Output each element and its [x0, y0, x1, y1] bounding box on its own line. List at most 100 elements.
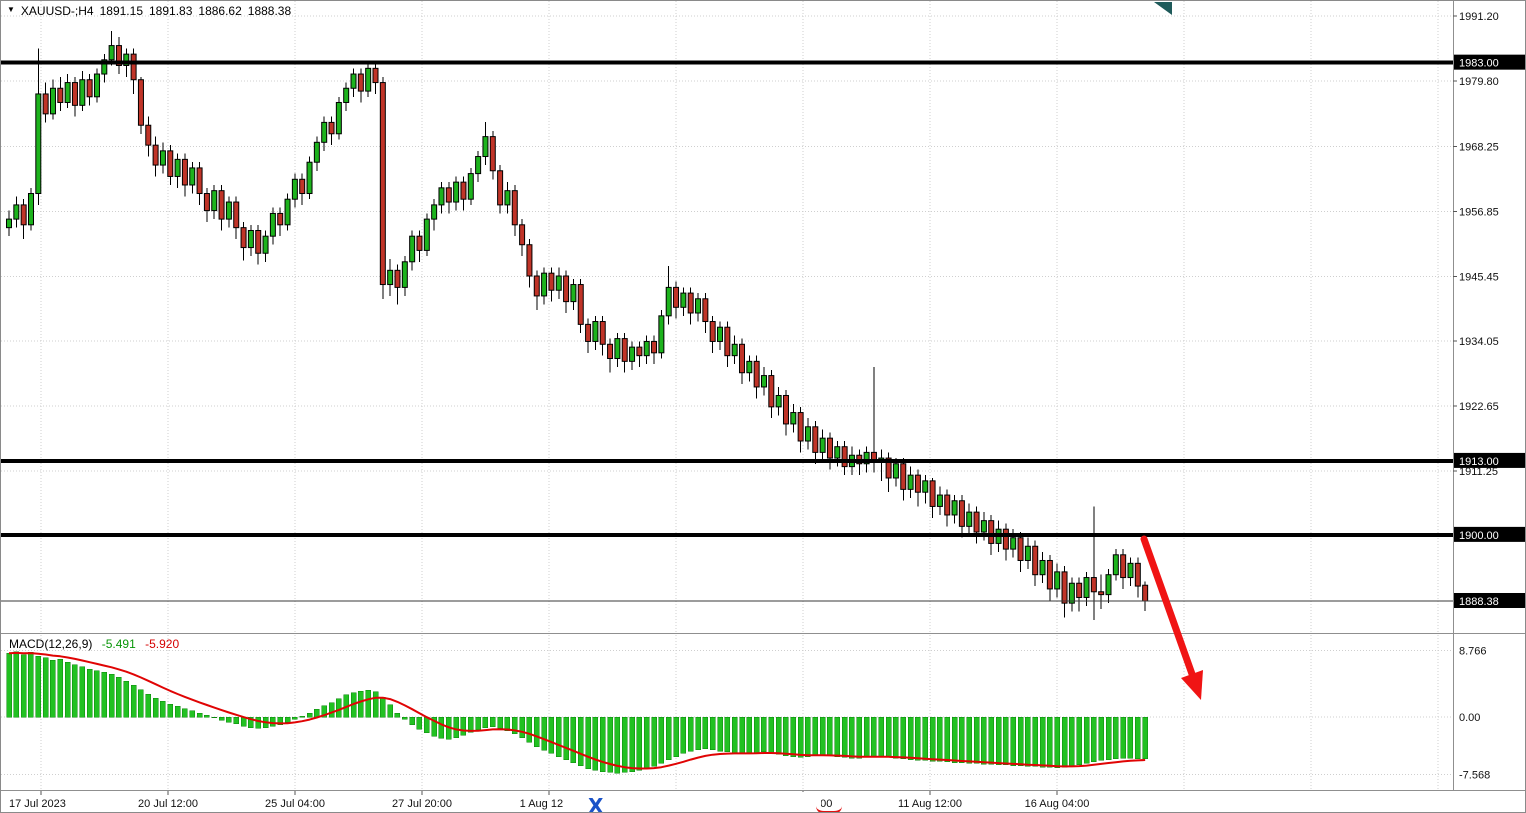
- candle-body: [1017, 537, 1024, 561]
- macd-histogram-bar: [585, 716, 591, 769]
- macd-histogram-bar: [563, 716, 569, 760]
- candle-body: [526, 244, 533, 277]
- price-axis-region[interactable]: [1454, 1, 1526, 790]
- macd-histogram-bar: [995, 716, 1002, 766]
- candle-body: [284, 198, 291, 226]
- price-axis-label: 1979.80: [1459, 76, 1499, 88]
- candle-body: [1061, 571, 1068, 604]
- candle-body: [79, 79, 86, 106]
- macd-histogram-bar: [431, 716, 437, 737]
- macd-histogram-bar: [1025, 716, 1031, 767]
- price-level-box: [1454, 54, 1525, 70]
- macd-histogram-bar: [174, 706, 181, 718]
- macd-panel-region[interactable]: [1, 635, 1453, 790]
- macd-histogram-bar: [1047, 716, 1053, 768]
- candle-body: [453, 181, 460, 203]
- candle-body: [988, 520, 995, 544]
- candle-body: [731, 343, 738, 357]
- candle-body: [57, 87, 64, 103]
- macd-histogram-bar: [1032, 716, 1038, 767]
- candle-body: [475, 156, 482, 175]
- price-axis-label: 1922.65: [1459, 401, 1499, 413]
- candle-body: [841, 446, 848, 468]
- price-axis-label: 1991.20: [1459, 11, 1499, 23]
- candle-body: [746, 360, 753, 374]
- macd-histogram-bar: [123, 681, 130, 718]
- macd-histogram-bar: [621, 716, 628, 773]
- candle-body: [1090, 577, 1097, 593]
- candle-body: [269, 212, 276, 237]
- candle-body: [775, 394, 782, 408]
- candle-body: [445, 187, 452, 203]
- macd-histogram-bar: [1091, 716, 1097, 763]
- macd-histogram-bar: [959, 716, 965, 763]
- macd-histogram-bar: [416, 716, 423, 730]
- candle-body: [585, 323, 592, 342]
- candle-body: [49, 87, 56, 115]
- macd-histogram-bar: [1142, 716, 1148, 759]
- trend-arrow-line[interactable]: [1140, 535, 1196, 678]
- macd-histogram-bar: [13, 651, 20, 718]
- macd-histogram-bar: [138, 689, 144, 718]
- candle-body: [673, 286, 680, 308]
- price-axis-label: 1911.25: [1459, 466, 1498, 478]
- candle-body: [1142, 584, 1149, 602]
- candle-body: [409, 235, 416, 263]
- macd-histogram-bar: [79, 666, 86, 718]
- candle-body: [321, 121, 328, 143]
- candle-body: [145, 124, 152, 146]
- main-chart-region[interactable]: [1, 1, 1453, 633]
- macd-histogram-bar: [526, 716, 533, 743]
- ohlc-low: 1886.62: [198, 4, 242, 18]
- candle-body: [350, 73, 357, 89]
- candle-body: [387, 269, 394, 286]
- macd-histogram-bar: [885, 716, 892, 758]
- candle-body: [1039, 559, 1046, 576]
- candle-body: [357, 73, 364, 92]
- candle-body: [709, 321, 716, 342]
- candle-body: [944, 494, 951, 516]
- watermark-x-letter: X: [588, 794, 604, 813]
- candle-body: [225, 201, 232, 220]
- candle-body: [489, 136, 496, 172]
- macd-histogram-bar: [475, 716, 481, 731]
- candle-body: [255, 229, 262, 254]
- macd-histogram-bar: [570, 716, 577, 763]
- macd-histogram-bar: [424, 716, 430, 734]
- candle-body: [665, 286, 672, 317]
- time-axis-label: 20 Jul 12:00: [138, 798, 198, 810]
- macd-histogram-bar: [490, 716, 496, 728]
- candle-body: [181, 158, 188, 186]
- candle-body: [936, 494, 943, 507]
- macd-histogram-bar: [761, 716, 767, 753]
- candle-body: [577, 284, 584, 325]
- macd-histogram-bar: [724, 716, 731, 753]
- macd-histogram-bar: [372, 691, 379, 718]
- trend-arrow-head[interactable]: [1181, 670, 1203, 700]
- price-axis-label: 1934.05: [1459, 336, 1499, 348]
- candle-body: [1068, 582, 1075, 604]
- candle-body: [563, 275, 570, 303]
- macd-histogram-bar: [577, 716, 584, 766]
- macd-histogram-bar: [665, 716, 672, 760]
- macd-histogram-bar: [233, 716, 239, 725]
- candle-body: [651, 340, 658, 354]
- macd-histogram-bar: [753, 716, 760, 753]
- candle-body: [27, 193, 34, 226]
- candle-body: [834, 446, 841, 459]
- candle-body: [1024, 545, 1031, 561]
- candle-body: [958, 500, 965, 527]
- candle-body: [511, 190, 518, 226]
- macd-histogram-bar: [629, 716, 635, 772]
- macd-histogram-bar: [468, 716, 474, 733]
- price-axis-label: 1968.25: [1459, 142, 1499, 154]
- candle-body: [1002, 528, 1009, 550]
- time-axis-label: 17 Jul 2023: [9, 798, 66, 810]
- candle-body: [973, 511, 980, 533]
- candle-body: [159, 150, 166, 166]
- macd-histogram-bar: [321, 705, 327, 718]
- candle-body: [790, 412, 797, 425]
- candle-body: [152, 144, 159, 166]
- price-axis-label: 1956.85: [1459, 206, 1499, 218]
